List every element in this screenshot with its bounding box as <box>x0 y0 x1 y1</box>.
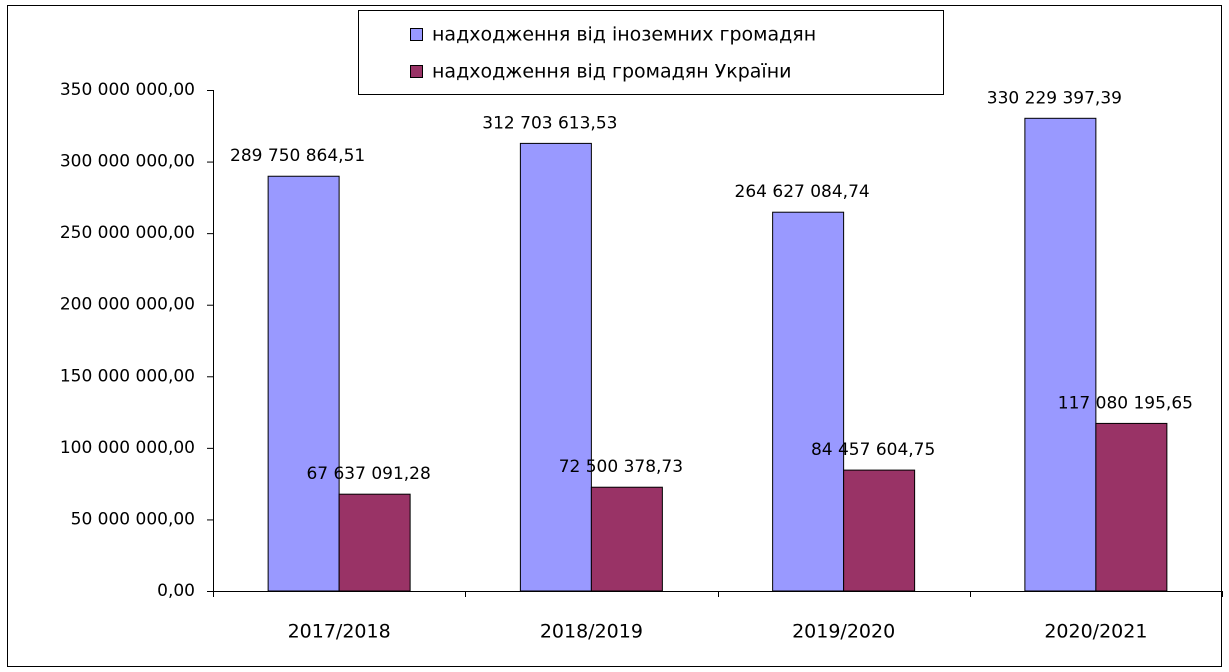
bar <box>1024 117 1097 592</box>
y-tick-label: 100 000 000,00 <box>60 438 195 458</box>
value-label: 312 703 613,53 <box>482 113 617 133</box>
bar <box>519 142 592 592</box>
bar <box>338 493 411 592</box>
y-tick-label: 50 000 000,00 <box>71 509 195 529</box>
y-tick-label: 300 000 000,00 <box>60 152 195 172</box>
bar <box>1095 422 1168 592</box>
y-tick-label: 350 000 000,00 <box>60 80 195 100</box>
x-tick-label: 2019/2020 <box>792 621 895 643</box>
y-tick-label: 200 000 000,00 <box>60 295 195 315</box>
value-label: 67 637 091,28 <box>306 464 430 484</box>
y-tick-label: 250 000 000,00 <box>60 223 195 243</box>
x-tick-label: 2020/2021 <box>1044 621 1147 643</box>
legend-label: надходження від громадян України <box>432 61 791 83</box>
value-label: 330 229 397,39 <box>987 88 1122 108</box>
value-label: 72 500 378,73 <box>559 457 683 477</box>
legend-swatch <box>410 28 423 41</box>
legend-label: надходження від іноземних громадян <box>432 24 816 46</box>
legend <box>358 10 944 95</box>
value-label: 264 627 084,74 <box>735 182 870 202</box>
value-label: 289 750 864,51 <box>230 146 365 166</box>
legend-swatch <box>410 65 423 78</box>
value-label: 117 080 195,65 <box>1058 393 1193 413</box>
y-tick-label: 150 000 000,00 <box>60 366 195 386</box>
value-label: 84 457 604,75 <box>811 440 935 460</box>
y-tick-label: 0,00 <box>157 581 195 601</box>
bar <box>772 211 845 592</box>
x-tick-label: 2018/2019 <box>540 621 643 643</box>
bar <box>267 175 340 592</box>
bar <box>590 486 663 592</box>
bar <box>843 469 916 592</box>
x-tick-label: 2017/2018 <box>288 621 391 643</box>
